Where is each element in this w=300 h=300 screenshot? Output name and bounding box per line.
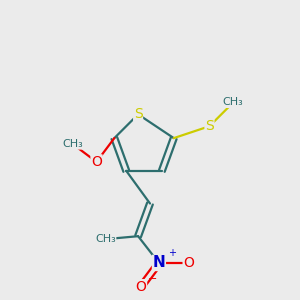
Text: CH₃: CH₃ [223,98,244,107]
Text: O: O [183,256,194,270]
Text: S: S [205,119,214,133]
Text: O: O [91,155,102,169]
Text: CH₃: CH₃ [62,139,83,149]
Text: N: N [152,255,165,270]
Text: CH₃: CH₃ [95,234,116,244]
Text: +: + [168,248,176,257]
Text: S: S [134,107,142,121]
Text: O: O [136,280,146,294]
Text: −: − [148,274,158,284]
